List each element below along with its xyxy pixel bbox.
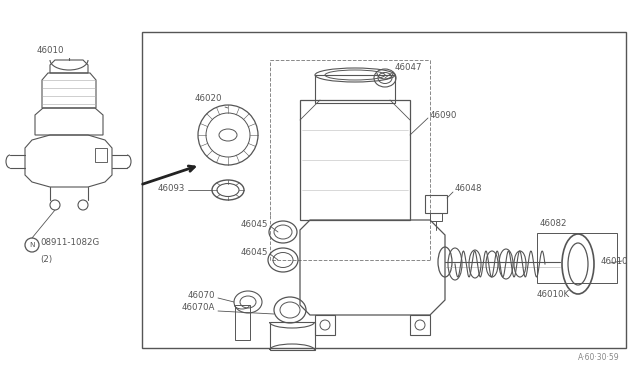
Bar (95, 148, 107, 162)
Text: 46090: 46090 (430, 110, 458, 119)
Circle shape (25, 238, 39, 252)
Text: 46010: 46010 (600, 257, 628, 266)
Bar (235, 305, 250, 340)
Text: 46070A: 46070A (182, 304, 215, 312)
Text: 08911-1082G: 08911-1082G (40, 237, 99, 247)
Text: 46082: 46082 (540, 219, 568, 228)
Text: 46045: 46045 (241, 219, 268, 228)
Bar (300, 100, 410, 220)
Text: 46047: 46047 (395, 62, 422, 71)
Text: (2): (2) (40, 255, 52, 264)
Bar (537, 233, 617, 283)
Bar (425, 195, 447, 213)
Text: 46045: 46045 (241, 247, 268, 257)
Text: 46070: 46070 (188, 291, 215, 299)
Text: 46048: 46048 (455, 183, 483, 192)
Text: 46010: 46010 (36, 46, 64, 55)
Bar (315, 75, 395, 103)
Bar (142, 32, 626, 348)
Text: 46020: 46020 (195, 94, 223, 103)
Text: 46010K: 46010K (537, 290, 570, 299)
Bar (270, 322, 315, 350)
Text: A·60·30·59: A·60·30·59 (579, 353, 620, 362)
Text: N: N (29, 242, 35, 248)
Bar (430, 213, 442, 221)
Text: 46093: 46093 (157, 183, 185, 192)
